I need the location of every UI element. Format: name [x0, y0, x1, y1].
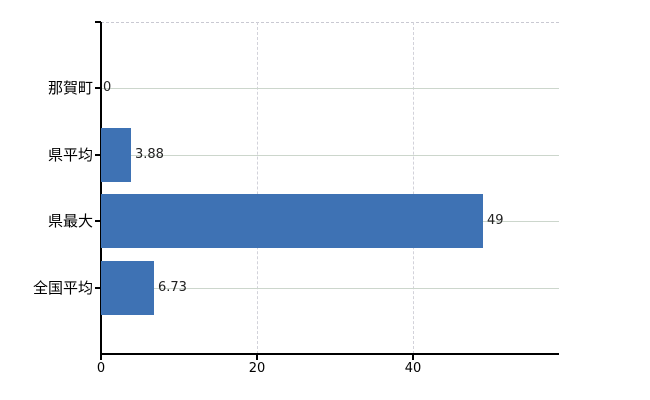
category-label: 県平均 — [47, 146, 93, 164]
y-axis-tick — [95, 154, 101, 156]
y-axis-line — [100, 22, 102, 355]
y-axis-tick — [95, 220, 101, 222]
horizontal-gridline — [101, 88, 559, 89]
y-axis-tick — [95, 87, 101, 89]
x-tick-label: 20 — [248, 361, 266, 376]
x-tick-label: 0 — [96, 361, 106, 376]
plot-top-border — [101, 22, 559, 23]
category-label: 県最大 — [47, 212, 93, 230]
value-label: 6.73 — [158, 280, 187, 295]
value-label: 3.88 — [135, 147, 164, 162]
horizontal-gridline — [101, 288, 559, 289]
bar — [101, 194, 483, 248]
vertical-gridline — [413, 22, 414, 354]
x-axis-line — [100, 353, 559, 355]
y-axis-tick — [95, 21, 101, 23]
bar — [101, 261, 154, 315]
category-label: 那賀町 — [47, 79, 93, 97]
category-label: 全国平均 — [32, 279, 93, 297]
x-tick-label: 40 — [404, 361, 422, 376]
value-label: 49 — [487, 213, 504, 228]
x-axis-tick — [412, 355, 414, 360]
bar — [101, 128, 131, 182]
y-axis-tick — [95, 287, 101, 289]
x-axis-tick — [256, 355, 258, 360]
vertical-gridline — [257, 22, 258, 354]
value-label: 0 — [103, 80, 112, 95]
horizontal-gridline — [101, 155, 559, 156]
x-axis-tick — [100, 355, 102, 360]
